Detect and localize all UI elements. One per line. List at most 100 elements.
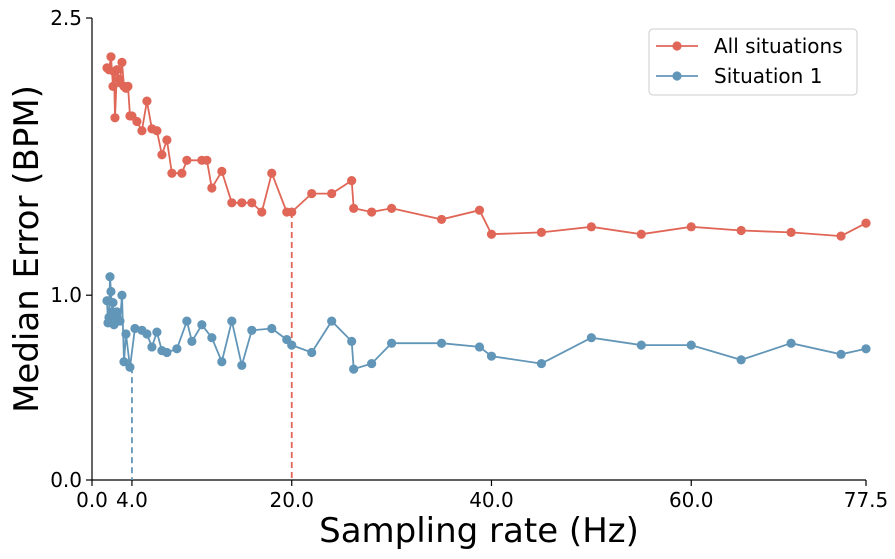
data-point: [117, 57, 127, 67]
series-line: [106, 276, 867, 371]
data-point: [307, 347, 317, 358]
y-tick-label: 2.5: [50, 6, 82, 30]
data-point: [207, 333, 217, 343]
data-point: [117, 290, 127, 300]
data-point: [112, 65, 122, 75]
data-point: [247, 198, 257, 208]
data-point: [257, 207, 267, 217]
legend-box: [648, 28, 858, 96]
data-point: [202, 155, 212, 165]
series-1: [102, 52, 871, 241]
data-point: [247, 325, 257, 335]
data-point: [267, 323, 277, 334]
data-point: [177, 168, 187, 178]
data-point: [486, 351, 497, 361]
y-tick-label: 0.0: [50, 468, 82, 492]
data-point: [115, 316, 125, 326]
data-point: [367, 207, 377, 217]
x-tick-label: 4.0: [116, 488, 148, 512]
legend-entry: Situation 1: [656, 64, 822, 88]
data-point: [125, 362, 135, 372]
data-point: [167, 168, 177, 178]
legend-marker: [672, 41, 682, 51]
y-ticks: 0.0 1.0 2.5: [50, 6, 92, 492]
data-point: [187, 336, 197, 346]
data-point: [474, 342, 485, 352]
data-point: [197, 320, 207, 330]
data-point: [349, 203, 359, 213]
x-tick-label: 20.0: [269, 488, 314, 512]
data-point: [836, 349, 846, 359]
data-point: [861, 218, 871, 228]
data-point: [536, 358, 547, 369]
data-point: [142, 329, 152, 339]
data-point: [147, 342, 157, 352]
data-point: [861, 344, 871, 354]
y-tick-label: 1.0: [50, 283, 82, 307]
data-point: [267, 168, 277, 178]
data-point: [207, 183, 217, 193]
data-point: [217, 166, 227, 176]
data-point: [112, 307, 122, 317]
data-point: [436, 338, 447, 348]
legend-label: Situation 1: [714, 64, 822, 88]
legend-entry: All situations: [656, 34, 843, 58]
data-point: [736, 355, 746, 365]
data-point: [123, 81, 133, 91]
data-point: [237, 360, 247, 371]
data-point: [157, 150, 167, 160]
data-point: [686, 222, 696, 232]
data-point: [786, 227, 796, 237]
data-point: [307, 188, 317, 199]
data-point: [108, 297, 118, 308]
legend-marker: [672, 71, 682, 81]
data-point: [736, 225, 746, 236]
data-point: [237, 198, 247, 208]
data-point: [786, 338, 796, 348]
data-point: [137, 126, 147, 136]
data-point: [142, 96, 152, 106]
data-point: [105, 272, 115, 282]
series-2: [102, 272, 871, 374]
x-tick-label: 40.0: [469, 488, 514, 512]
data-point: [586, 222, 596, 232]
x-ticks: 0.0 4.0 20.0 40.0 60.0 77.5: [76, 480, 888, 512]
data-point: [162, 347, 172, 358]
data-point: [636, 229, 646, 239]
data-point: [227, 198, 237, 208]
axes: 0.0 4.0 20.0 40.0 60.0 77.5 0.0 1.0 2.5: [50, 6, 888, 512]
data-point: [836, 231, 846, 241]
data-point: [367, 358, 377, 369]
x-tick-label: 60.0: [669, 488, 714, 512]
data-point: [182, 316, 192, 326]
x-tick-label: 77.5: [844, 488, 889, 512]
series-layer: [102, 52, 871, 374]
data-point: [636, 340, 646, 350]
data-point: [387, 203, 397, 213]
data-point: [287, 207, 297, 217]
data-point: [130, 323, 140, 334]
data-point: [217, 357, 227, 367]
data-point: [327, 188, 337, 199]
data-point: [182, 155, 192, 165]
data-point: [349, 364, 359, 374]
data-point: [287, 340, 297, 350]
data-point: [121, 329, 131, 339]
data-point: [106, 286, 116, 297]
data-point: [586, 333, 596, 343]
data-point: [436, 214, 447, 225]
x-tick-label: 0.0: [76, 488, 108, 512]
legend: All situations Situation 1: [648, 28, 858, 96]
data-point: [119, 357, 129, 367]
legend-entries: All situations Situation 1: [656, 34, 843, 88]
data-point: [327, 316, 337, 326]
data-point: [172, 344, 182, 354]
data-point: [347, 176, 357, 186]
data-point: [162, 135, 172, 145]
data-point: [152, 327, 162, 337]
data-point: [486, 229, 497, 239]
data-point: [152, 126, 162, 136]
y-axis-title: Median Error (BPM): [7, 85, 47, 413]
data-point: [387, 338, 397, 348]
